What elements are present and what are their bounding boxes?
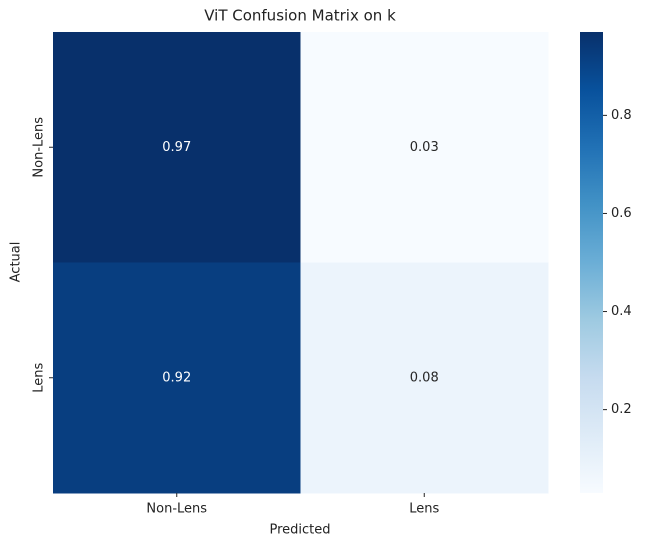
colorbar-tick-label: 0.8: [611, 108, 632, 123]
y-tick-label: Non-Lens: [32, 117, 47, 178]
cell-label: 0.97: [162, 140, 191, 155]
colorbar-tick-label: 0.4: [611, 304, 632, 319]
cell-label: 0.03: [410, 140, 439, 155]
colorbar-tick-label: 0.6: [611, 206, 632, 221]
heatmap-cell: [300, 32, 549, 263]
colorbar: [580, 32, 603, 493]
cell-label: 0.92: [162, 370, 191, 385]
cell-label: 0.08: [410, 370, 439, 385]
heatmap-cell: [53, 32, 301, 263]
chart-title: ViT Confusion Matrix on k: [204, 7, 396, 25]
y-axis-label: Actual: [9, 242, 24, 283]
colorbar-tick-label: 0.2: [611, 402, 632, 417]
heatmap-cell: [300, 262, 549, 494]
heatmap-cell: [53, 262, 301, 494]
x-tick-label: Non-Lens: [146, 502, 207, 517]
x-axis-label: Predicted: [269, 523, 330, 538]
y-tick-label: Lens: [32, 363, 47, 393]
x-tick-label: Lens: [409, 502, 439, 517]
